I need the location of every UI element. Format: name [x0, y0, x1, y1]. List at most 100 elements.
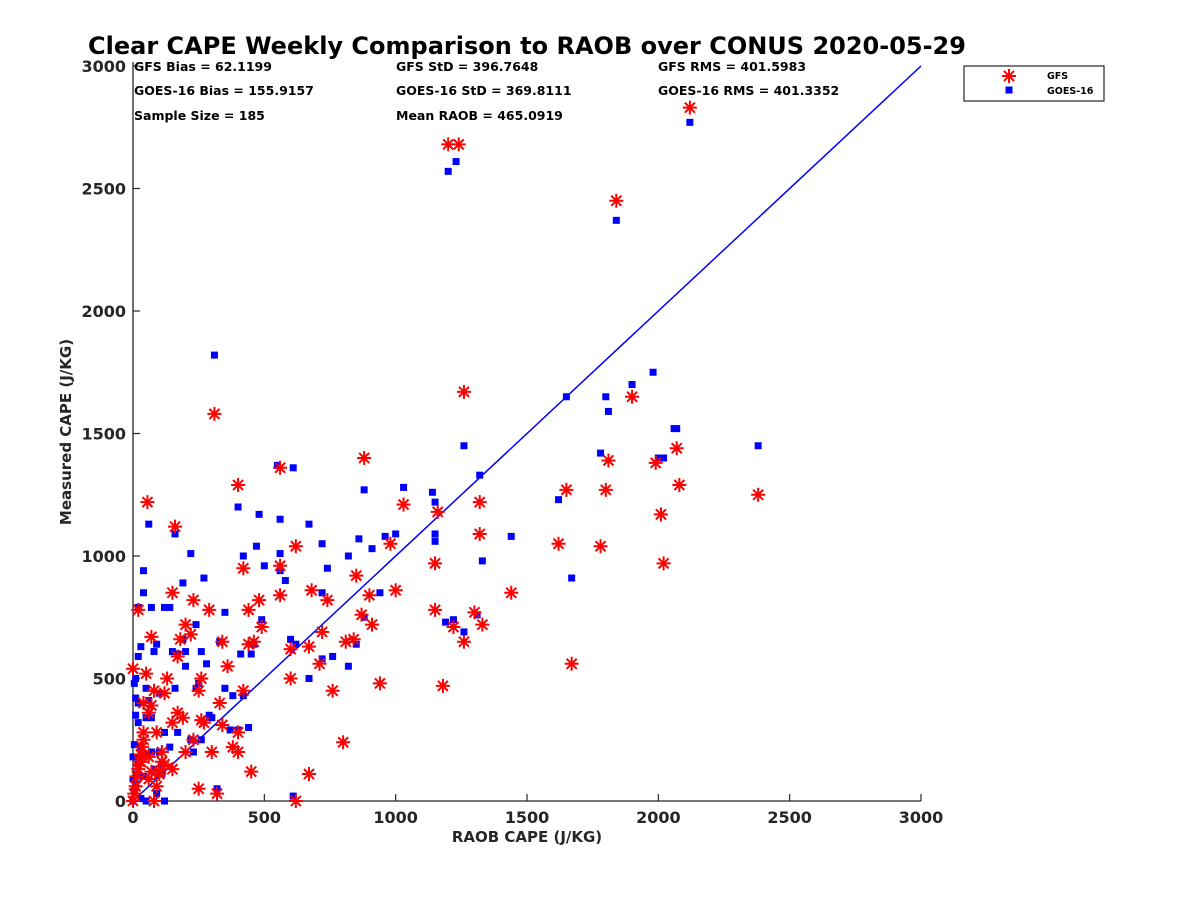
gfs-point — [231, 745, 246, 759]
gfs-point — [215, 718, 230, 733]
gfs-point — [456, 384, 471, 399]
gfs-point — [301, 639, 316, 654]
gfs-point — [601, 453, 616, 468]
goes16-point — [221, 608, 229, 616]
goes16-point — [602, 393, 610, 401]
goes16-point — [161, 728, 169, 736]
y-tick-label: 2500 — [81, 180, 126, 199]
goes16-point — [360, 486, 368, 494]
goes16-point — [142, 714, 150, 722]
goes16-point — [444, 167, 452, 175]
goes16-point — [604, 407, 612, 415]
goes16-point — [431, 537, 439, 545]
gfs-point — [349, 568, 364, 583]
goes16-point — [239, 552, 247, 560]
gfs-point — [236, 683, 251, 698]
gfs-point — [504, 585, 519, 600]
gfs-point — [136, 732, 151, 747]
gfs-point — [186, 593, 201, 608]
goes16-point — [344, 552, 352, 560]
gfs-point — [357, 451, 372, 465]
legend-box — [963, 65, 1105, 102]
gfs-point — [165, 762, 180, 777]
goes16-point — [132, 675, 140, 682]
gfs-point — [564, 656, 579, 671]
gfs-point — [231, 725, 246, 740]
gfs-point — [129, 769, 144, 784]
goes16-point — [597, 449, 605, 457]
goes16-point — [628, 381, 636, 388]
gfs-point — [128, 779, 143, 794]
gfs-point — [254, 620, 269, 635]
gfs-point — [186, 732, 201, 747]
goes16-point — [195, 679, 203, 687]
goes16-point — [476, 471, 484, 479]
goes16-point — [142, 797, 150, 805]
stat-sample-size: Sample Size = 185 — [134, 108, 265, 123]
goes16-point — [200, 574, 208, 582]
gfs-point — [372, 676, 387, 691]
gfs-point — [273, 460, 288, 475]
goes16-point — [381, 532, 389, 540]
gfs-point — [154, 745, 169, 759]
gfs-point — [136, 725, 151, 740]
y-tick-label: 2000 — [81, 302, 126, 321]
gfs-point — [139, 666, 154, 681]
gfs-point — [672, 477, 687, 492]
goes16-point — [147, 714, 155, 722]
gfs-point — [598, 482, 613, 497]
gfs-point — [136, 696, 151, 710]
gfs-point — [283, 671, 298, 686]
legend: GFS GOES-16 — [963, 65, 1105, 102]
goes16-point — [140, 567, 148, 575]
legend-goes16-label: GOES-16 — [1047, 86, 1094, 97]
gfs-point — [320, 593, 335, 608]
gfs-point — [325, 683, 340, 698]
goes16-point — [289, 464, 297, 472]
goes16-point — [182, 662, 190, 670]
goes16-point — [203, 660, 211, 668]
goes16-point — [329, 652, 337, 660]
gfs-point — [625, 389, 640, 404]
goes16-point — [323, 564, 331, 572]
goes16-point — [166, 603, 174, 611]
gfs-point — [144, 629, 159, 644]
y-tick-label: 1000 — [81, 547, 126, 566]
gfs-point — [653, 507, 668, 522]
legend-gfs-marker — [1002, 69, 1016, 83]
gfs-point — [472, 495, 487, 510]
gfs-point — [551, 536, 566, 551]
stat-gfs-rms: GFS RMS = 401.5983 — [658, 59, 806, 74]
goes16-point — [147, 603, 155, 611]
gfs-point — [231, 477, 246, 492]
chart-title: Clear CAPE Weekly Comparison to RAOB ove… — [88, 32, 966, 60]
goes16-point — [210, 351, 218, 359]
gfs-point — [175, 710, 190, 725]
gfs-point — [467, 605, 482, 620]
gfs-point — [288, 539, 303, 554]
goes16-point — [754, 442, 762, 450]
y-axis-label: Measured CAPE (J/KG) — [57, 339, 75, 525]
gfs-point — [204, 745, 219, 759]
goes16-point — [187, 550, 195, 558]
goes16-point — [161, 797, 169, 805]
goes16-point — [654, 454, 662, 462]
goes16-point — [392, 530, 400, 538]
gfs-point — [682, 100, 697, 115]
gfs-point — [141, 749, 156, 764]
gfs-point — [131, 602, 146, 617]
gfs-point — [252, 593, 267, 608]
goes16-point — [134, 652, 142, 660]
goes16-point — [247, 650, 255, 658]
gfs-point — [178, 745, 193, 759]
gfs-point — [365, 617, 380, 632]
goes16-point — [161, 603, 169, 611]
goes16-point — [147, 748, 155, 756]
goes16-point — [252, 542, 260, 550]
stat-goes-rms: GOES-16 RMS = 401.3352 — [658, 83, 839, 98]
goes16-point — [368, 545, 376, 553]
gfs-point — [446, 620, 461, 635]
x-tick-label: 500 — [248, 808, 281, 827]
goes16-point — [197, 648, 205, 656]
y-tick-label: 0 — [115, 792, 126, 811]
